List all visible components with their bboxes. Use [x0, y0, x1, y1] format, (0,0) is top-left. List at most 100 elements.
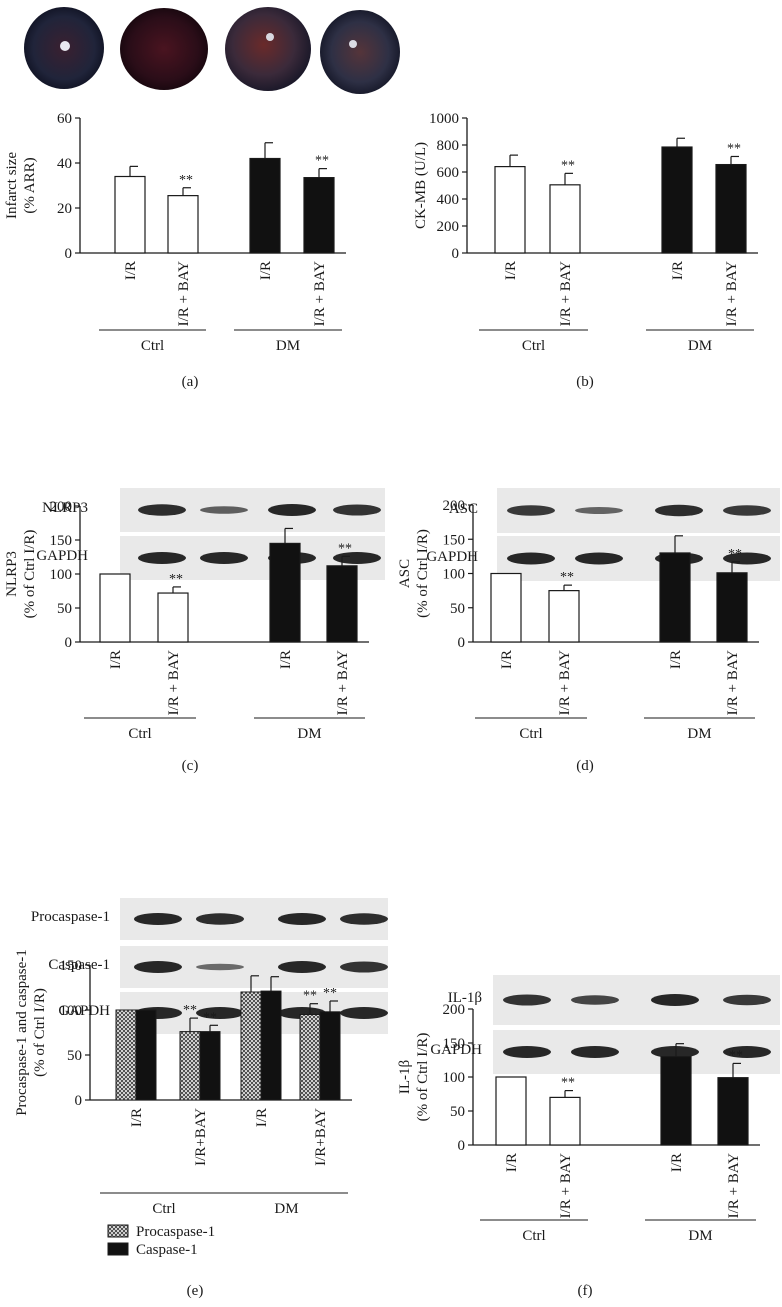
- y-axis-label: IL-1β: [397, 1060, 413, 1094]
- y-tick-label: 50: [450, 601, 465, 617]
- bar: [490, 572, 522, 643]
- y-axis-label: CK-MB (U/L): [413, 142, 429, 229]
- y-tick-label: 200: [50, 499, 73, 515]
- y-tick-label: 1000: [429, 111, 459, 127]
- y-axis-label: NLRP3: [4, 551, 20, 597]
- y-tick-label: 0: [65, 635, 73, 651]
- blot-band: [200, 506, 248, 514]
- group-label: DM: [688, 1228, 712, 1244]
- category-label: I/R + BAY: [312, 261, 328, 327]
- y-axis-label: Infarct size: [4, 152, 20, 219]
- heart-slices-image: [24, 7, 400, 94]
- blot-band: [134, 913, 182, 925]
- category-label: I/R + BAY: [335, 650, 351, 716]
- blot-band: [651, 994, 699, 1006]
- heart-slice-3: [225, 7, 311, 91]
- bar-procaspase: [115, 1009, 137, 1101]
- category-label: I/R + BAY: [557, 650, 573, 716]
- group-label: DM: [276, 338, 300, 354]
- blot-band: [575, 507, 623, 514]
- group-label: Ctrl: [522, 1228, 545, 1244]
- blot-band: [507, 505, 555, 516]
- y-tick-label: 100: [443, 567, 466, 583]
- significance-mark: **: [561, 1076, 575, 1091]
- category-label: I/R + BAY: [724, 261, 740, 327]
- category-label: I/R: [499, 650, 515, 669]
- bar: [269, 542, 301, 643]
- blot-band: [340, 961, 388, 973]
- blot-band: [278, 961, 326, 973]
- y-tick-label: 100: [50, 567, 73, 583]
- legend-label: Procaspase-1: [136, 1224, 215, 1240]
- bar: [716, 572, 748, 643]
- category-label: I/R: [670, 261, 686, 280]
- blot-caspase: [120, 946, 388, 988]
- bar-procaspase: [240, 991, 262, 1101]
- bar: [495, 1076, 527, 1146]
- heart-slice-4: [320, 10, 400, 94]
- group-label: Ctrl: [522, 338, 545, 354]
- panel-a-chart: 0 20 40 60 Infarct size (% ARR) ** ** I/R I/R + B…: [4, 111, 346, 390]
- y-axis-label: (% of Ctrl I/R): [22, 530, 38, 619]
- panel-d-chart: 0 50 100 150 200 ASC (% of Ctrl I/R) ** ** I/R I/R…: [397, 498, 759, 774]
- group-label: Ctrl: [519, 726, 542, 742]
- blot-band: [268, 504, 316, 516]
- bar: [715, 163, 747, 254]
- blot-band: [196, 963, 244, 971]
- blot-band: [200, 552, 248, 564]
- blot-band: [723, 1046, 771, 1058]
- panel-f-chart: 0 50 100 150 200 IL-1β (% of Ctrl I/R) ** ** I/R I…: [397, 1002, 760, 1299]
- category-label: I/R + BAY: [558, 1153, 574, 1219]
- significance-mark: **: [179, 173, 193, 188]
- heart-slice-1-lumen: [60, 41, 70, 51]
- y-tick-label: 0: [65, 246, 73, 262]
- category-label: I/R: [123, 261, 139, 280]
- category-label: I/R: [278, 650, 294, 669]
- blot-band: [655, 504, 703, 517]
- y-tick-label: 150: [50, 533, 73, 549]
- y-tick-label: 50: [450, 1104, 465, 1120]
- blot-band: [138, 504, 186, 516]
- category-label: I/R + BAY: [176, 261, 192, 327]
- bar-caspase: [199, 1031, 221, 1101]
- blot-band: [503, 994, 551, 1006]
- category-label: I/R: [254, 1108, 270, 1127]
- y-axis-label: (% of Ctrl I/R): [415, 1033, 431, 1122]
- blot-asc: [497, 488, 780, 533]
- bar: [661, 146, 693, 254]
- blot-band: [340, 1007, 388, 1019]
- group-label: Ctrl: [128, 726, 151, 742]
- panel-label: (f): [578, 1283, 593, 1299]
- y-tick-label: 200: [443, 1002, 466, 1018]
- group-label: DM: [297, 726, 321, 742]
- bar: [548, 590, 580, 643]
- significance-mark: **: [183, 1003, 197, 1018]
- bar: [99, 573, 131, 643]
- blot-label: GAPDH: [58, 1003, 110, 1019]
- blot-label: Caspase-1: [48, 957, 110, 973]
- blot-band: [571, 995, 619, 1005]
- blot-band: [571, 1046, 619, 1058]
- y-tick-label: 0: [452, 246, 460, 262]
- category-label: I/R + BAY: [558, 261, 574, 327]
- bar: [114, 175, 146, 254]
- category-label: I/R+BAY: [313, 1108, 329, 1166]
- bar-caspase: [319, 1011, 341, 1101]
- significance-mark: **: [561, 158, 575, 173]
- bar-procaspase: [179, 1031, 201, 1101]
- bar: [660, 1055, 692, 1146]
- y-tick-label: 100: [60, 1003, 83, 1019]
- panel-label: (c): [182, 758, 199, 774]
- blot-band: [723, 505, 771, 516]
- bar-procaspase: [299, 1014, 321, 1101]
- bar-caspase: [135, 1009, 157, 1101]
- bar: [249, 157, 281, 254]
- blot-il1b: [493, 975, 780, 1025]
- category-label: I/R: [504, 1153, 520, 1172]
- panel-e-chart: 0 50 100 150 Procaspase-1 and caspase-1 (% of…: [14, 949, 352, 1299]
- y-tick-label: 200: [437, 219, 460, 235]
- y-tick-label: 200: [443, 498, 466, 514]
- panel-label: (e): [187, 1283, 204, 1299]
